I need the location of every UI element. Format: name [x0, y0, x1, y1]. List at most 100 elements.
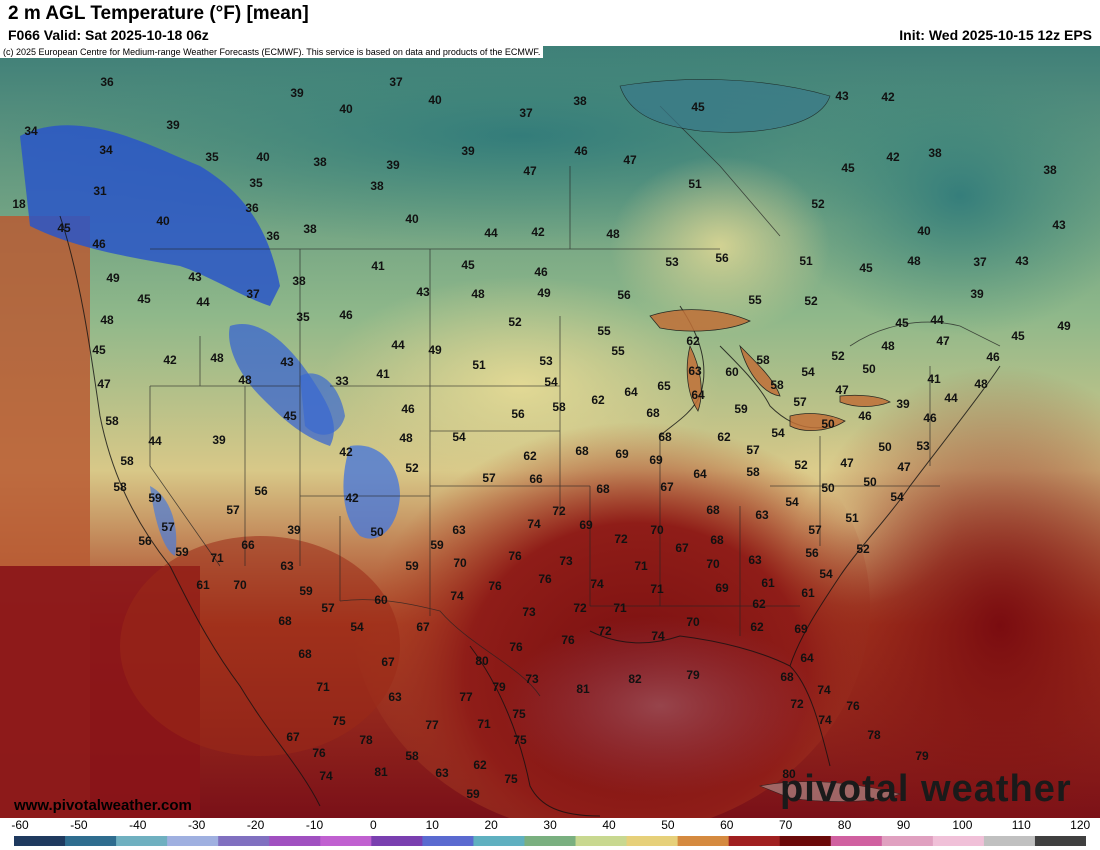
temperature-label: 50: [370, 525, 384, 539]
temperature-label: 39: [896, 397, 910, 411]
temperature-label: 76: [538, 572, 552, 586]
temperature-label: 49: [537, 286, 551, 300]
temperature-label: 51: [688, 177, 702, 191]
temperature-label: 67: [675, 541, 689, 555]
temperature-label: 49: [1057, 319, 1071, 333]
legend-tick: 20: [484, 818, 498, 832]
temperature-label: 77: [425, 718, 439, 732]
temperature-label: 58: [405, 749, 419, 763]
temperature-label: 51: [472, 358, 486, 372]
temperature-label: 69: [794, 622, 808, 636]
temperature-label: 67: [286, 730, 300, 744]
temperature-label: 70: [686, 615, 700, 629]
temperature-label: 35: [249, 176, 263, 190]
legend-tick: 80: [837, 818, 852, 832]
temperature-label: 48: [100, 313, 114, 327]
temperature-label: 42: [345, 491, 359, 505]
temperature-label: 72: [614, 532, 628, 546]
temperature-label: 51: [799, 254, 813, 268]
temperature-label: 75: [513, 733, 527, 747]
temperature-label: 63: [452, 523, 466, 537]
temperature-label: 60: [374, 593, 388, 607]
temperature-label: 52: [831, 349, 845, 363]
temperature-label: 39: [290, 86, 304, 100]
temperature-label: 43: [835, 89, 849, 103]
legend-tick: 10: [425, 818, 439, 832]
legend-color-segment: [524, 836, 577, 846]
temperature-label: 64: [624, 385, 638, 399]
temperature-label: 45: [92, 343, 106, 357]
temperature-label: 46: [534, 265, 548, 279]
temperature-label: 54: [771, 426, 785, 440]
legend-color-segment: [575, 836, 628, 846]
temperature-label: 80: [782, 767, 796, 781]
temperature-label: 68: [780, 670, 794, 684]
temperature-label: 56: [617, 288, 631, 302]
brand-logo: pivotal weather: [780, 768, 1072, 810]
temperature-label: 40: [917, 224, 931, 238]
temperature-label: 70: [233, 578, 247, 592]
temperature-label: 36: [266, 229, 280, 243]
legend-color-segment: [65, 836, 117, 846]
temperature-label: 62: [752, 597, 766, 611]
temperature-label: 46: [858, 409, 872, 423]
temperature-label: 50: [863, 475, 877, 489]
temperature-label: 75: [332, 714, 346, 728]
temperature-label: 69: [615, 447, 629, 461]
temperature-label: 55: [611, 344, 625, 358]
temperature-label: 56: [715, 251, 729, 265]
temperature-label: 54: [890, 490, 904, 504]
temperature-label: 53: [665, 255, 679, 269]
temperature-label: 45: [859, 261, 873, 275]
temperature-label: 45: [691, 100, 705, 114]
temperature-label: 68: [298, 647, 312, 661]
temperature-label: 56: [254, 484, 268, 498]
temperature-label: 40: [405, 212, 419, 226]
temperature-label: 34: [99, 143, 113, 157]
legend-tick: 70: [779, 818, 793, 832]
temperature-label: 55: [748, 293, 762, 307]
temperature-label: 58: [756, 353, 770, 367]
temperature-label: 39: [287, 523, 301, 537]
legend-tick: -60: [11, 818, 29, 832]
temperature-label: 46: [92, 237, 106, 251]
temperature-label: 48: [881, 339, 895, 353]
legend-tick: 100: [952, 818, 973, 832]
legend-color-segment: [218, 836, 270, 846]
temperature-label: 81: [576, 682, 590, 696]
temperature-label: 42: [881, 90, 895, 104]
temperature-label: 74: [450, 589, 464, 603]
init-time: Init: Wed 2025-10-15 12z EPS: [899, 27, 1092, 43]
legend-color-segment: [422, 836, 474, 846]
temperature-label: 44: [930, 313, 944, 327]
temperature-label: 41: [927, 372, 941, 386]
temperature-label: 58: [105, 414, 119, 428]
site-url-link[interactable]: www.pivotalweather.com: [14, 797, 192, 814]
temperature-label: 57: [746, 443, 760, 457]
temperature-label: 72: [598, 624, 612, 638]
temperature-label: 35: [296, 310, 310, 324]
temperature-label: 47: [936, 334, 950, 348]
temperature-label: 70: [706, 557, 720, 571]
temperature-label: 48: [238, 373, 252, 387]
temperature-label: 41: [376, 367, 390, 381]
legend-color-segment: [932, 836, 985, 846]
temperature-label: 47: [623, 153, 637, 167]
temperature-label: 38: [292, 274, 306, 288]
temperature-label: 38: [370, 179, 384, 193]
temperature-label: 68: [646, 406, 660, 420]
temperature-label: 43: [280, 355, 294, 369]
temperature-label: 69: [649, 453, 663, 467]
temperature-label: 43: [188, 270, 202, 284]
temperature-label: 59: [405, 559, 419, 573]
temperature-map[interactable]: 36 37 39 40 38 45 43 42 34 39 40 37 34 35 40 38 39 39 46 47…: [0, 46, 1100, 818]
temperature-label: 43: [416, 285, 430, 299]
legend-color-segment: [320, 836, 372, 846]
temperature-label: 71: [210, 551, 224, 565]
temperature-label: 45: [57, 221, 71, 235]
temperature-label: 39: [461, 144, 475, 158]
temperature-label: 69: [579, 518, 593, 532]
temperature-label: 53: [916, 439, 930, 453]
temperature-label: 58: [552, 400, 566, 414]
temperature-label: 63: [688, 364, 702, 378]
